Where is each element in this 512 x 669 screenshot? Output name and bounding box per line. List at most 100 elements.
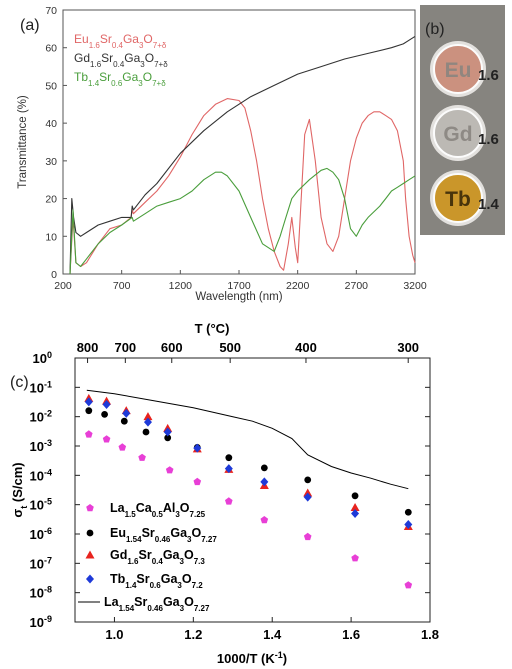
data-point (404, 520, 413, 530)
panel-c-axes: 1.0 1.2 1.4 1.6 1.8 100 10-1 10-2 10-3 10-4 10-5 10… (30, 350, 440, 642)
data-point (351, 508, 360, 518)
data-point (85, 550, 95, 559)
data-point (404, 508, 412, 516)
data-point (260, 464, 268, 472)
legend-entry-3: Gd1.6Sr0.4Ga3O7.3 (85, 548, 205, 566)
y-tick-label: 0 (51, 269, 57, 281)
data-point (122, 408, 131, 418)
svg-text:La1.5Ca0.5Al3O7.25: La1.5Ca0.5Al3O7.25 (110, 501, 206, 519)
x-tick-label: 1.8 (421, 627, 439, 642)
y-tick-label: 40 (45, 118, 57, 130)
top-tick-label: 500 (219, 340, 241, 355)
data-point (143, 412, 153, 421)
panel-b-label: (b) (425, 21, 445, 38)
panel-a-frame (62, 9, 416, 275)
x-tick-label: 1200 (169, 280, 193, 292)
x-tick-label: 2200 (286, 280, 310, 292)
panel-a-label: (a) (20, 17, 40, 34)
x-tick-label: 1.2 (184, 627, 202, 642)
y-tick-label: 10-3 (30, 438, 52, 454)
data-point (101, 410, 108, 418)
data-point (86, 529, 94, 537)
series-tb-diamond (84, 397, 413, 530)
panel-c-frame (74, 357, 431, 623)
y-tick-label: 10-6 (30, 526, 52, 542)
data-point (225, 497, 233, 505)
data-point (164, 434, 172, 442)
series-la-line (86, 389, 409, 490)
data-point (224, 464, 233, 474)
data-point (351, 554, 359, 562)
data-point (351, 492, 359, 500)
x-tick-label: 700 (113, 280, 131, 292)
y-tick-label: 30 (45, 156, 57, 168)
series-la-pentagon (85, 430, 413, 589)
photo-samples: Eu 1.6 Gd 1.6 Tb 1.4 (430, 41, 500, 226)
panel-a-y-axis-title: Transmittance (%) (17, 95, 29, 189)
data-point (142, 428, 150, 436)
y-tick-label: 10-5 (30, 497, 52, 513)
top-tick-label: 700 (114, 340, 136, 355)
y-tick-label: 10-8 (30, 585, 52, 601)
x-tick-label: 1.6 (342, 627, 360, 642)
data-point (163, 427, 172, 437)
data-point (85, 407, 93, 415)
sample-value: 1.6 (478, 67, 499, 84)
y-tick-label: 60 (45, 43, 57, 55)
legend-entry-5: La1.54Sr0.46Ga3O7.27 (78, 595, 210, 613)
panel-c-top-axis: 800 700 600 500 400 300 (77, 340, 419, 363)
y-tick-label: 10-2 (30, 409, 52, 425)
series-line-tb (69, 167, 416, 275)
x-tick-label: 1700 (227, 280, 251, 292)
data-point (86, 574, 94, 584)
data-point (102, 399, 111, 409)
data-point (193, 443, 202, 453)
svg-text:Eu1.54Sr0.46Ga3O7.27: Eu1.54Sr0.46Ga3O7.27 (110, 526, 217, 544)
series-eu-circle (85, 407, 412, 516)
data-point (143, 417, 152, 427)
top-tick-label: 300 (397, 340, 419, 355)
data-point (120, 417, 128, 425)
legend-entry-2: Eu1.54Sr0.46Ga3O7.27 (86, 526, 217, 544)
x-tick-label: 200 (54, 280, 72, 292)
y-tick-label: 10-4 (30, 467, 52, 483)
top-tick-label: 800 (77, 340, 99, 355)
panel-a-x-axis-title: Wavelength (nm) (195, 291, 282, 303)
sample-disc-tb: Tb 1.4 (430, 170, 500, 226)
data-point (404, 581, 413, 589)
data-point (303, 492, 312, 502)
x-tick-label: 1.4 (263, 627, 282, 642)
y-tick-label: 70 (45, 5, 57, 17)
data-point (303, 532, 312, 541)
x-tick-label: 2700 (345, 280, 369, 292)
panel-a-legend: Eu1.6Sr0.4Ga3O7+δGd1.6Sr0.4Ga3O7+δTb1.4S… (74, 32, 168, 88)
sample-letters: Eu (445, 59, 472, 82)
y-tick-label: 50 (45, 80, 57, 92)
y-tick-label: 10 (45, 231, 57, 243)
panel-c-top-axis-title: T (°C) (195, 321, 230, 336)
legend-entry-tb: Tb1.4Sr0.6Ga3O7+δ (74, 70, 166, 88)
x-tick-label: 1.0 (105, 627, 123, 642)
panel-c-x-axis-title: 1000/T (K-1) (217, 650, 287, 666)
data-point (138, 453, 146, 461)
legend-entry-1: La1.5Ca0.5Al3O7.25 (86, 501, 206, 519)
y-tick-label: 10-9 (30, 614, 52, 630)
y-tick-label: 10-1 (30, 379, 52, 395)
data-point (350, 503, 360, 512)
panel-a-axes: 200 700 1200 1700 2200 2700 3200 0 10 20 30 40 50 60 7… (45, 5, 427, 292)
y-tick-label: 20 (45, 194, 57, 206)
series-line-eu (69, 98, 416, 275)
panel-c-legend: La1.5Ca0.5Al3O7.25 Eu1.54Sr0.46Ga3O7.27 Gd… (78, 501, 217, 613)
panel-c-label: (c) (10, 374, 29, 391)
panel-a-plot-area (69, 35, 416, 275)
series-line-gd (69, 35, 416, 275)
sample-disc-gd: Gd 1.6 (430, 105, 499, 161)
sample-disc-eu: Eu 1.6 (430, 41, 499, 97)
svg-text:Gd1.6Sr0.4Ga3O7.3: Gd1.6Sr0.4Ga3O7.3 (110, 548, 205, 566)
data-point (304, 476, 312, 484)
svg-text:Tb1.4Sr0.6Ga3O7.2: Tb1.4Sr0.6Ga3O7.2 (110, 572, 203, 590)
data-point (86, 504, 94, 512)
data-point (118, 443, 127, 451)
legend-entry-eu: Eu1.6Sr0.4Ga3O7+δ (74, 32, 167, 50)
